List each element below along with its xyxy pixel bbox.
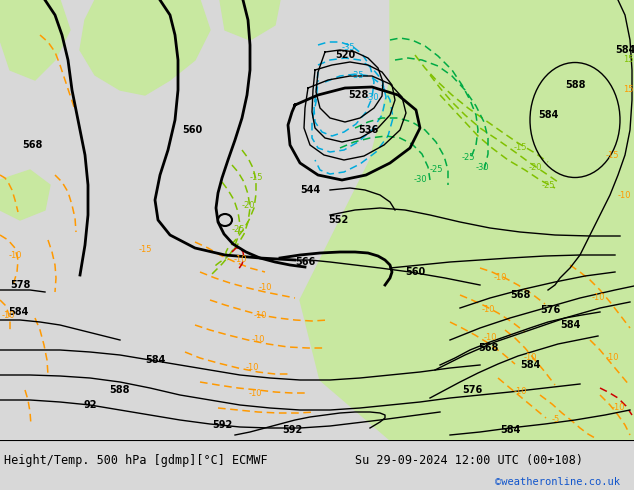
- Polygon shape: [0, 170, 50, 220]
- Polygon shape: [0, 0, 70, 80]
- Text: 584: 584: [500, 425, 520, 435]
- Text: -20: -20: [528, 164, 541, 172]
- Text: -20: -20: [242, 200, 255, 210]
- Text: 584: 584: [8, 307, 28, 317]
- Text: 584: 584: [538, 110, 558, 120]
- Text: 578: 578: [10, 280, 30, 290]
- Text: 544: 544: [300, 185, 320, 195]
- Text: 584: 584: [145, 355, 165, 365]
- Text: ©weatheronline.co.uk: ©weatheronline.co.uk: [495, 477, 620, 487]
- Text: 584: 584: [560, 320, 580, 330]
- Text: 15: 15: [623, 55, 633, 65]
- Text: -10: -10: [605, 353, 619, 363]
- Text: -15: -15: [249, 173, 262, 182]
- Text: Su 29-09-2024 12:00 UTC (00+108): Su 29-09-2024 12:00 UTC (00+108): [355, 454, 583, 466]
- Text: 568: 568: [478, 343, 498, 353]
- Text: -10: -10: [611, 403, 624, 413]
- Text: 592: 592: [212, 420, 232, 430]
- Text: -25: -25: [231, 225, 245, 235]
- Text: -30: -30: [365, 94, 378, 102]
- Text: -25: -25: [462, 153, 475, 163]
- Text: 552: 552: [328, 215, 348, 225]
- Text: -10: -10: [618, 191, 631, 199]
- Text: -10: -10: [258, 283, 272, 292]
- Text: -10: -10: [514, 388, 527, 396]
- Text: -10: -10: [523, 353, 537, 363]
- Text: -10: -10: [245, 364, 259, 372]
- Text: 588: 588: [110, 385, 130, 395]
- Text: -15: -15: [138, 245, 152, 254]
- Text: 528: 528: [348, 90, 368, 100]
- Text: -5: -5: [552, 416, 560, 424]
- Text: -30: -30: [476, 164, 489, 172]
- Polygon shape: [220, 0, 280, 40]
- Text: -25: -25: [541, 180, 555, 190]
- Text: 536: 536: [358, 125, 378, 135]
- Text: Height/Temp. 500 hPa [gdmp][°C] ECMWF: Height/Temp. 500 hPa [gdmp][°C] ECMWF: [4, 454, 268, 466]
- Text: 584: 584: [615, 45, 634, 55]
- Text: 566: 566: [295, 257, 315, 267]
- Text: 520: 520: [335, 50, 355, 60]
- Text: -10: -10: [481, 305, 495, 315]
- Text: -10: -10: [1, 311, 15, 319]
- Text: 584: 584: [520, 360, 540, 370]
- Text: -30: -30: [413, 175, 427, 185]
- Text: -35: -35: [350, 72, 364, 80]
- Text: -15: -15: [514, 144, 527, 152]
- Text: 92: 92: [83, 400, 97, 410]
- Text: -35: -35: [341, 44, 355, 52]
- Text: -10: -10: [253, 311, 267, 319]
- Polygon shape: [300, 0, 634, 440]
- Text: -10: -10: [8, 250, 22, 260]
- Text: -25: -25: [429, 166, 443, 174]
- Polygon shape: [80, 0, 210, 95]
- Polygon shape: [430, 380, 634, 440]
- Text: -10: -10: [251, 336, 265, 344]
- Text: -10: -10: [233, 255, 247, 265]
- Text: 568: 568: [510, 290, 530, 300]
- Text: -10: -10: [483, 334, 497, 343]
- Text: 588: 588: [565, 80, 585, 90]
- Text: 15: 15: [623, 85, 633, 95]
- Text: 576: 576: [540, 305, 560, 315]
- Text: -10: -10: [493, 273, 507, 283]
- Text: -15: -15: [605, 150, 619, 160]
- Text: 592: 592: [282, 425, 302, 435]
- Text: -10: -10: [592, 294, 605, 302]
- Text: 568: 568: [22, 140, 42, 150]
- Text: -10: -10: [249, 389, 262, 397]
- Text: 560: 560: [405, 267, 425, 277]
- Text: 560: 560: [182, 125, 202, 135]
- Text: 576: 576: [462, 385, 482, 395]
